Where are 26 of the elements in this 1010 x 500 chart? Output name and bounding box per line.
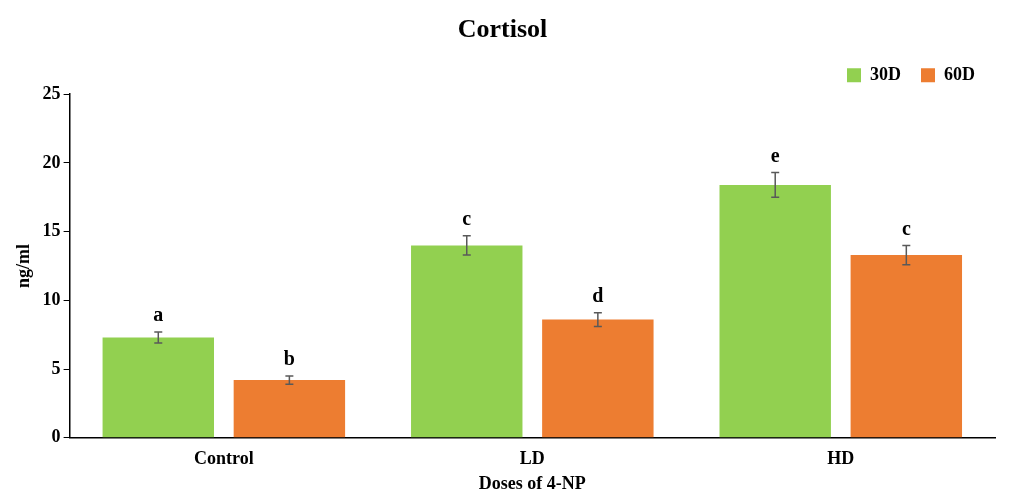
data-label: e <box>770 143 780 166</box>
chart-title: Cortisol <box>457 14 548 44</box>
data-label: c <box>901 216 911 239</box>
y-tick-label: 25 <box>42 82 61 103</box>
y-tick-label: 0 <box>51 426 61 447</box>
data-label: d <box>592 283 604 306</box>
bar <box>411 245 523 438</box>
y-tick-label: 20 <box>42 151 61 172</box>
x-axis-title: Doses of 4-NP <box>478 472 586 493</box>
bar <box>850 255 963 438</box>
bar <box>233 380 346 438</box>
y-axis-title: ng/ml <box>13 243 34 289</box>
data-label: a <box>153 303 164 326</box>
bar <box>102 337 214 438</box>
x-tick-label: Control <box>194 448 254 469</box>
legend-label: 60D <box>944 63 975 84</box>
x-tick-label: HD <box>827 448 855 469</box>
bar <box>542 319 654 438</box>
bar <box>719 184 831 438</box>
legend-label: 30D <box>870 63 901 84</box>
y-tick-label: 15 <box>42 220 61 241</box>
y-tick-label: 5 <box>51 357 61 378</box>
data-label: b <box>283 347 295 370</box>
x-tick-label: LD <box>519 448 545 469</box>
y-tick-label: 10 <box>42 289 61 310</box>
data-label: c <box>462 206 472 229</box>
